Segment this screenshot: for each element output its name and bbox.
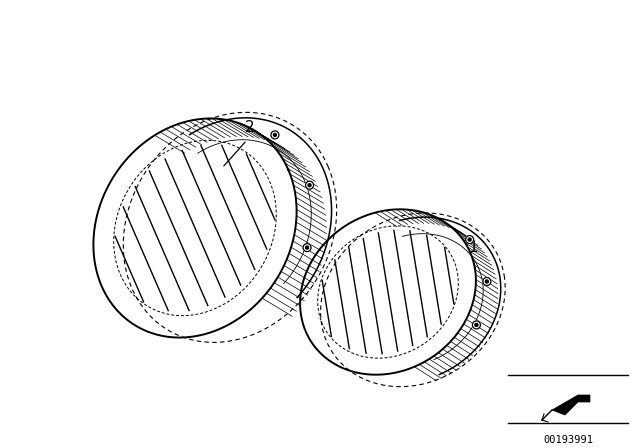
Text: 00193991: 00193991	[543, 435, 593, 445]
Circle shape	[483, 277, 491, 285]
Circle shape	[305, 246, 308, 249]
Circle shape	[466, 236, 474, 244]
Circle shape	[468, 238, 471, 241]
Circle shape	[303, 244, 311, 252]
Circle shape	[485, 280, 488, 283]
Circle shape	[305, 181, 314, 189]
Circle shape	[308, 184, 311, 187]
Polygon shape	[552, 395, 590, 415]
Text: 1: 1	[468, 241, 477, 255]
Circle shape	[472, 321, 481, 329]
Circle shape	[475, 323, 478, 327]
Circle shape	[271, 131, 279, 139]
Circle shape	[273, 134, 276, 136]
Text: 2: 2	[245, 120, 255, 135]
